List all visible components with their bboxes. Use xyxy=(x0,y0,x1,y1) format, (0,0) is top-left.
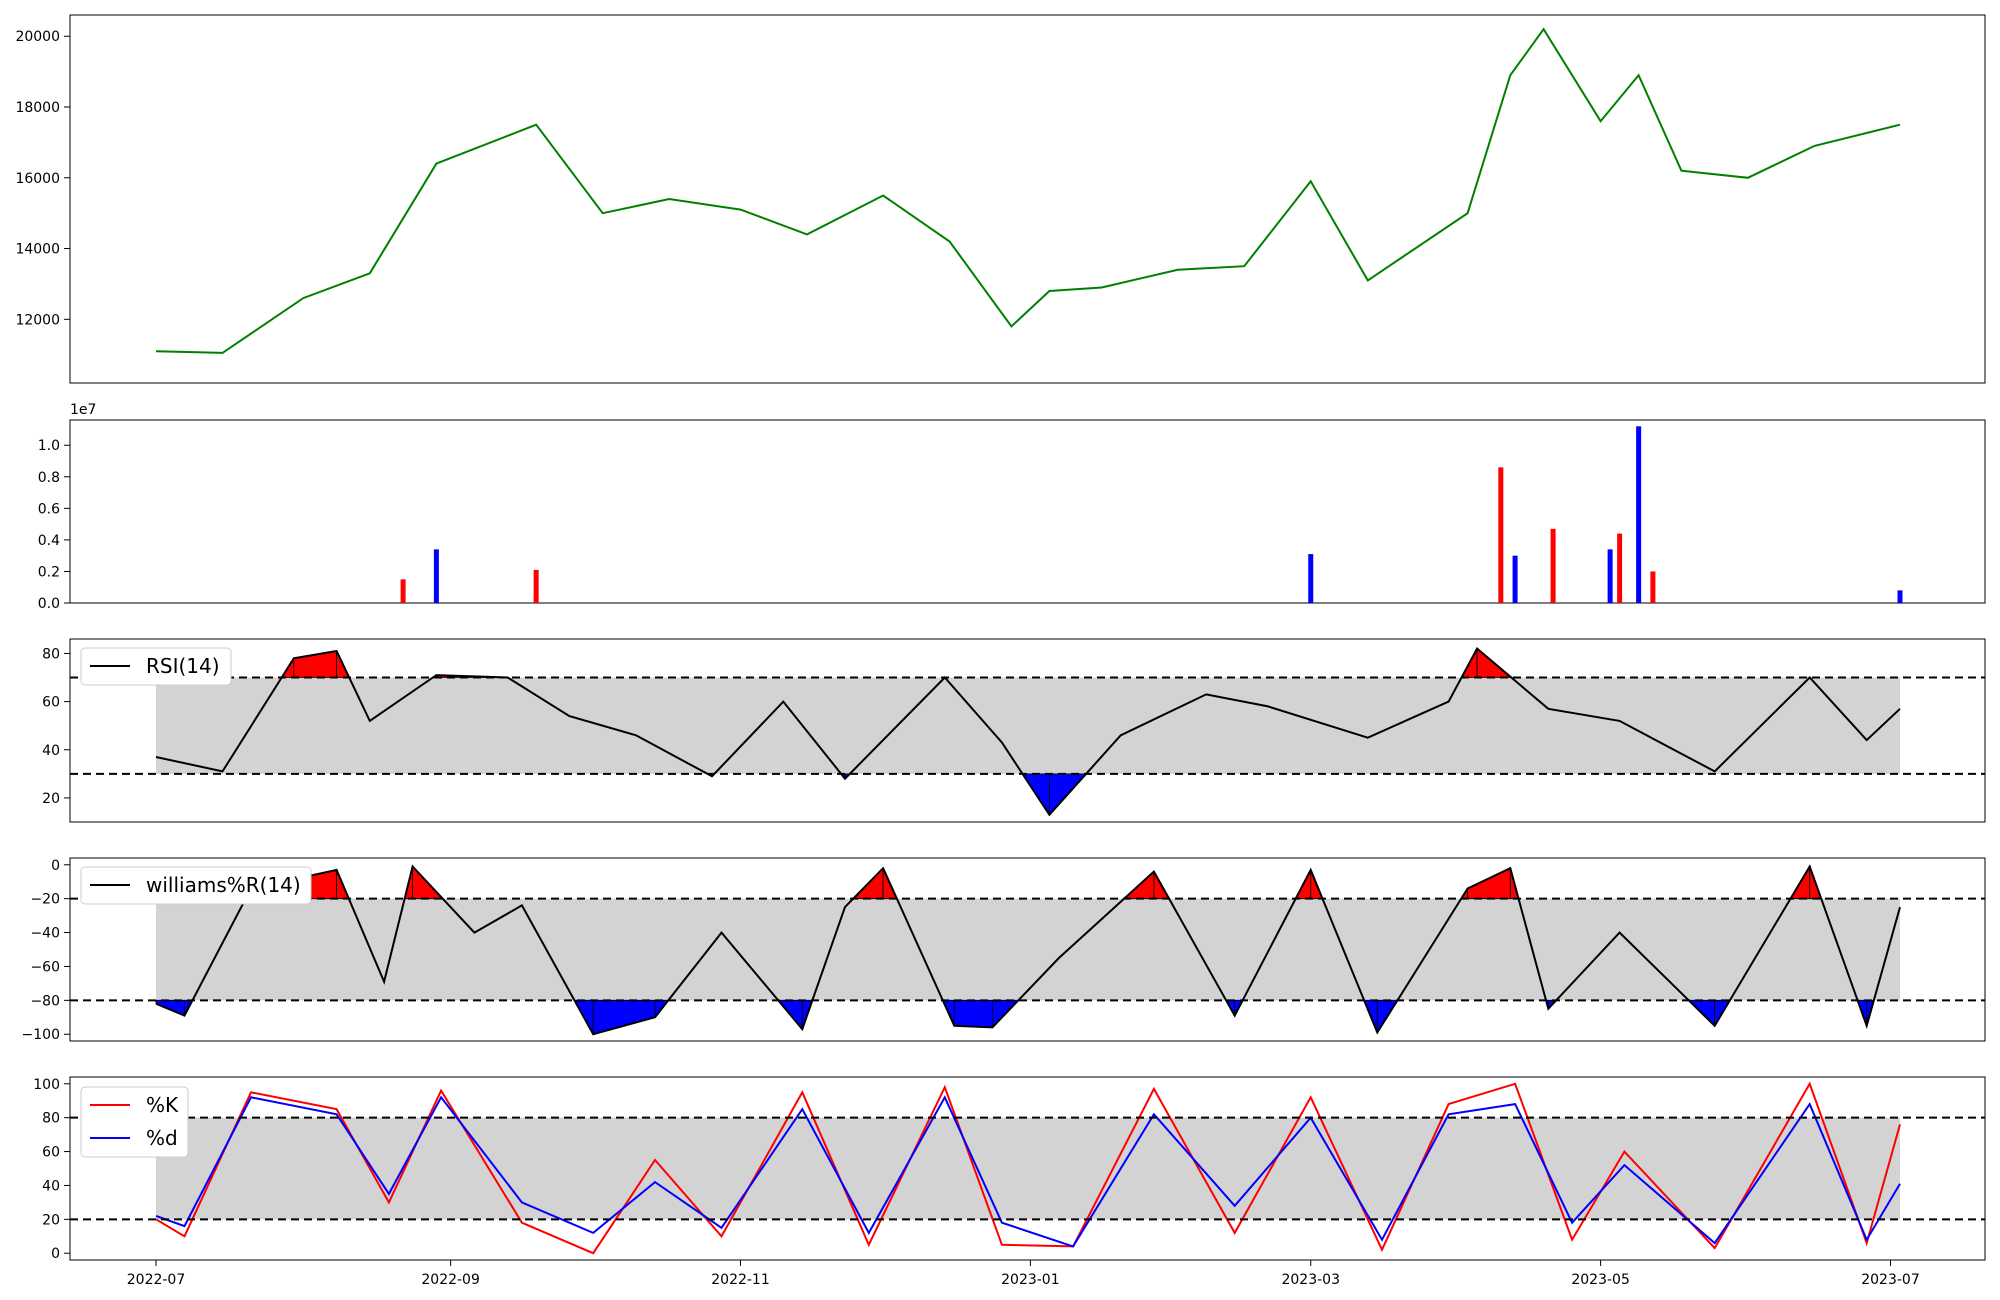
williams-legend: williams%R(14) xyxy=(80,866,312,905)
volume-panel: 1e7 0.0 0.2 0.4 0.6 0.8 1.0 xyxy=(38,402,1986,612)
x-tick-label: 2023-03 xyxy=(1281,1272,1340,1288)
volume-bar xyxy=(400,579,406,603)
neutral-band xyxy=(156,677,1900,774)
y-tick-label: 16000 xyxy=(15,171,60,187)
y-tick-label: 0.8 xyxy=(38,470,60,486)
x-tick-label: 2023-07 xyxy=(1861,1272,1920,1288)
y-tick-label: 80 xyxy=(42,646,60,662)
price-panel: 12000 14000 16000 18000 20000 xyxy=(15,14,1986,384)
axes-frame xyxy=(69,419,1986,604)
axes-frame xyxy=(69,638,1986,823)
y-tick-label: 40 xyxy=(42,743,60,759)
y-tick-label: 80 xyxy=(42,1111,60,1127)
williams-line xyxy=(155,864,1901,1036)
y-tick-label: 0 xyxy=(51,1246,60,1262)
volume-bar xyxy=(1617,533,1623,603)
k-line xyxy=(155,1081,1901,1255)
rsi-panel: 20 40 60 80 xyxy=(42,638,1986,823)
y-tick-label: −40 xyxy=(30,926,60,942)
oversold-fill xyxy=(592,999,656,1035)
y-tick-label: 20 xyxy=(42,791,60,807)
stochastic-legend: %K %d xyxy=(80,1086,189,1158)
y-tick-label: 40 xyxy=(42,1178,60,1194)
volume-bar xyxy=(1897,590,1903,603)
volume-offset-label: 1e7 xyxy=(70,402,96,418)
stochastic-panel: 0 20 40 60 80 100 2022-07 2022-09 2022-11 2023-01… xyxy=(33,1076,1986,1288)
y-tick-label: 12000 xyxy=(15,312,60,328)
y-tick-label: −20 xyxy=(30,892,60,908)
y-tick-label: 0.0 xyxy=(38,596,60,612)
williams-panel: −100 −80 −60 −40 −20 0 xyxy=(22,857,1986,1043)
y-tick-label: 1.0 xyxy=(38,438,60,454)
y-tick-label: −60 xyxy=(30,959,60,975)
overbought-fill xyxy=(1467,867,1511,900)
y-tick-label: 60 xyxy=(42,695,60,711)
y-tick-label: −100 xyxy=(22,1027,60,1043)
k-legend-label: %K xyxy=(146,1093,179,1117)
volume-bar xyxy=(433,549,439,603)
axes-frame xyxy=(69,857,1986,1042)
y-tick-label: −80 xyxy=(30,993,60,1009)
y-tick-label: 20 xyxy=(42,1212,60,1228)
volume-bar xyxy=(533,569,539,603)
volume-bar xyxy=(1607,549,1613,603)
neutral-band xyxy=(156,1117,1900,1220)
axes-frame xyxy=(69,14,1986,384)
williams-legend-label: williams%R(14) xyxy=(146,873,301,897)
rsi-legend-label: RSI(14) xyxy=(146,654,220,678)
neutral-band xyxy=(156,898,1900,1001)
y-tick-label: 100 xyxy=(33,1077,60,1093)
y-tick-label: 14000 xyxy=(15,242,60,258)
volume-bar xyxy=(1636,426,1642,603)
rsi-line xyxy=(155,647,1901,817)
y-tick-label: 18000 xyxy=(15,100,60,116)
d-line xyxy=(155,1095,1901,1248)
volume-bar xyxy=(1308,554,1314,603)
x-tick-label: 2023-01 xyxy=(1001,1272,1060,1288)
axes-frame xyxy=(69,1076,1986,1261)
oversold-fill xyxy=(953,999,993,1028)
x-tick-label: 2022-07 xyxy=(127,1272,186,1288)
y-tick-label: 0.2 xyxy=(38,564,60,580)
x-tick-label: 2023-05 xyxy=(1571,1272,1630,1288)
y-tick-label: 0.4 xyxy=(38,533,60,549)
price-line xyxy=(155,27,1901,354)
y-tick-label: 0.6 xyxy=(38,501,60,517)
y-tick-label: 60 xyxy=(42,1145,60,1161)
volume-bar xyxy=(1512,555,1518,603)
y-tick-label: 20000 xyxy=(15,29,60,45)
volume-bar xyxy=(1650,571,1656,603)
y-tick-label: 0 xyxy=(51,858,60,874)
rsi-legend: RSI(14) xyxy=(80,647,232,686)
x-tick-label: 2022-11 xyxy=(711,1272,770,1288)
volume-bar xyxy=(1498,467,1504,603)
d-legend-label: %d xyxy=(146,1126,178,1150)
x-tick-label: 2022-09 xyxy=(421,1272,480,1288)
volume-bar xyxy=(1550,528,1556,603)
